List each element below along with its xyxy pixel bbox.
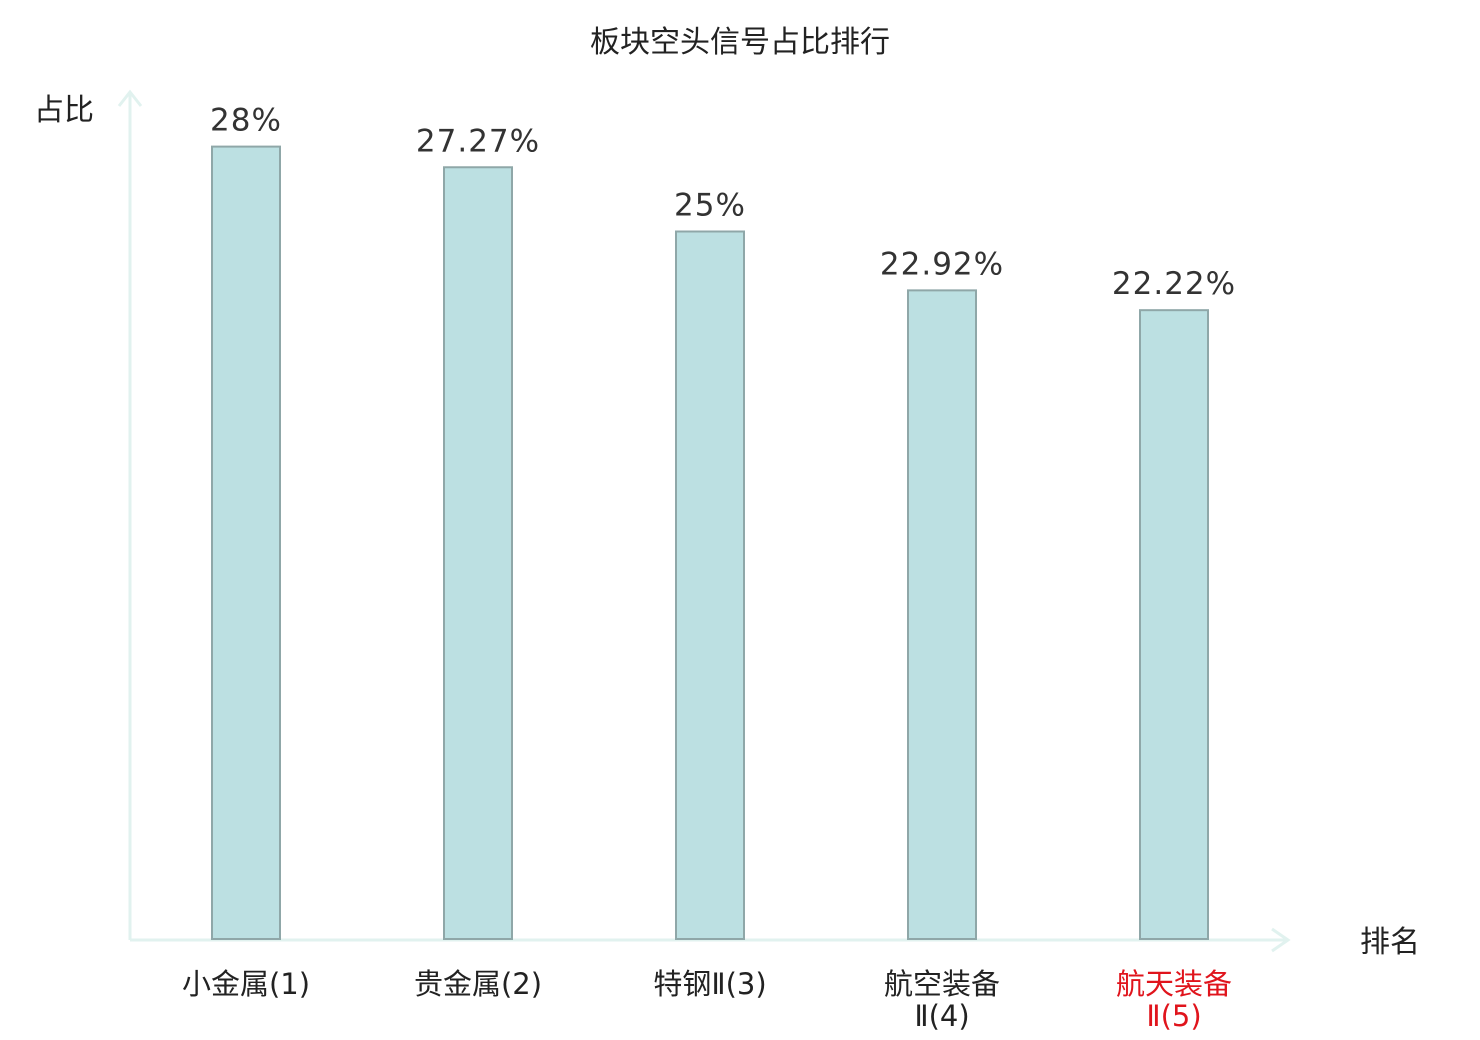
- bars-group: [211, 145, 1209, 941]
- y-axis-label: 占比: [34, 93, 94, 128]
- category-label-4-line-1: 航空装备: [884, 967, 1000, 1001]
- category-label-2: 贵金属(2): [414, 967, 542, 1001]
- value-label-4: 22.92%: [880, 246, 1004, 282]
- value-labels-group: 28% 27.27% 25% 22.92% 22.22%: [210, 103, 1236, 303]
- x-axis-arrow: [1271, 927, 1291, 953]
- category-label-5-line-2: Ⅱ(5): [1146, 999, 1201, 1033]
- value-label-1: 28%: [210, 103, 282, 139]
- x-axis-label: 排名: [1360, 925, 1420, 960]
- bar-5: [1139, 309, 1209, 940]
- value-label-3: 25%: [674, 188, 746, 224]
- category-label-5-line-1: 航天装备: [1116, 967, 1232, 1001]
- category-label-4-line-2: Ⅱ(4): [914, 999, 969, 1033]
- chart-title: 板块空头信号占比排行: [590, 25, 890, 60]
- bar-3: [675, 230, 745, 940]
- category-label-3: 特钢Ⅱ(3): [653, 967, 766, 1001]
- bar-2: [443, 166, 513, 941]
- bar-1: [211, 145, 281, 941]
- category-label-1: 小金属(1): [182, 967, 310, 1001]
- y-axis-arrow: [117, 89, 143, 107]
- value-label-2: 27.27%: [416, 123, 540, 159]
- value-label-5: 22.22%: [1112, 266, 1236, 302]
- bar-4: [907, 289, 977, 940]
